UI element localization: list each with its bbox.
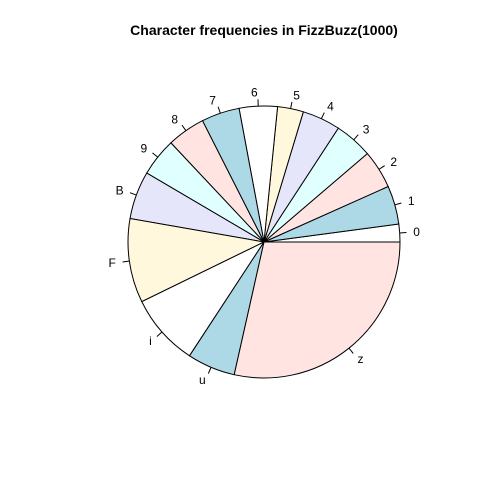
pie-tick-7 <box>217 106 221 114</box>
pie-label-2: 2 <box>390 155 397 169</box>
pie-tick-9 <box>152 152 159 158</box>
pie-slices <box>127 105 401 379</box>
pie-label-5: 5 <box>293 88 300 102</box>
pie-label-3: 3 <box>363 123 370 137</box>
pie-tick-1 <box>394 202 402 206</box>
pie-tick-5 <box>290 101 293 109</box>
pie-tick-u <box>207 367 212 374</box>
pie-label-1: 1 <box>408 194 415 208</box>
pie-tick-F <box>122 260 130 263</box>
chart-title: Character frequencies in FizzBuzz(1000) <box>130 22 398 38</box>
pie-labels: 0 1 2 3 4 5 6 7 8 9 B Fi u z <box>109 86 421 387</box>
pie-label-7: 7 <box>209 93 216 107</box>
pie-tick-2 <box>378 165 385 170</box>
pie-tick-3 <box>353 134 359 141</box>
pie-tick-B <box>129 192 137 196</box>
pie-label-i: i <box>149 334 152 348</box>
pie-label-B: B <box>116 183 124 197</box>
pie-slice-z <box>233 241 401 379</box>
pie-label-4: 4 <box>327 99 334 113</box>
pie-tick-4 <box>320 112 325 119</box>
pie-slice-F <box>127 217 266 303</box>
pie-tick-i <box>156 331 163 337</box>
pie-label-z: z <box>357 352 363 366</box>
pie-label-F: F <box>109 256 116 270</box>
pie-label-0: 0 <box>413 225 420 239</box>
pie-tick-z <box>348 347 354 354</box>
pie-label-9: 9 <box>140 142 147 156</box>
pie-label-u: u <box>199 373 206 387</box>
pie-tick-8 <box>181 124 187 131</box>
pie-label-6: 6 <box>251 86 258 100</box>
pie-label-8: 8 <box>171 113 178 127</box>
